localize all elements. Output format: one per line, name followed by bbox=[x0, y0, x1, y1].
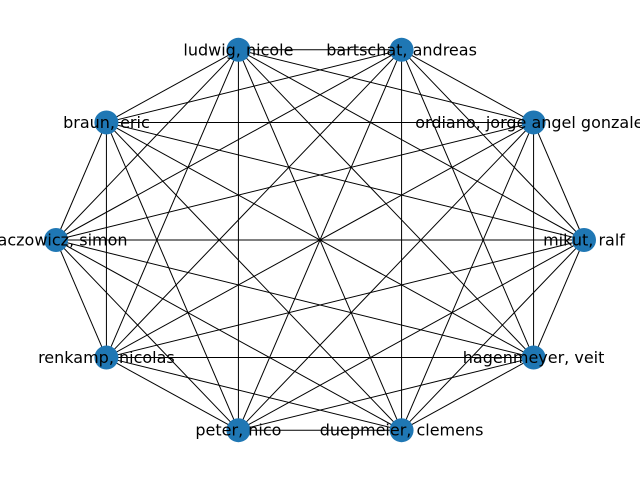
node-label-braun: braun, eric bbox=[63, 113, 150, 132]
node-peter bbox=[226, 418, 251, 443]
edge-hagenmeyer-peter bbox=[238, 357, 534, 431]
node-label-duepmeier: duepmeier, clemens bbox=[320, 421, 484, 440]
label-layer: ludwig, nicole bartschat, andreas ordiano,… bbox=[0, 40, 640, 439]
edge-ordiano-mikut bbox=[533, 122, 585, 241]
node-mikut bbox=[572, 228, 596, 252]
node-label-renkamp: renkamp, nicolas bbox=[38, 348, 175, 367]
node-label-ludwig: ludwig, nicole bbox=[183, 40, 293, 59]
edge-bartschat-braun bbox=[106, 49, 402, 123]
edge-bartschat-ordiano bbox=[401, 49, 534, 123]
edge-hagenmeyer-duepmeier bbox=[401, 357, 534, 431]
edge-ordiano-waczowicz bbox=[55, 121, 534, 241]
edge-ordiano-duepmeier bbox=[401, 122, 535, 431]
node-label-peter: peter, nico bbox=[195, 421, 281, 440]
node-layer bbox=[44, 37, 596, 443]
edge-waczowicz-braun bbox=[55, 122, 107, 241]
edge-mikut-renkamp bbox=[106, 239, 585, 359]
node-label-bartschat: bartschat, andreas bbox=[326, 40, 477, 59]
edge-bartschat-hagenmeyer bbox=[401, 49, 535, 358]
edge-layer bbox=[55, 49, 585, 431]
edge-mikut-hagenmeyer bbox=[533, 239, 585, 358]
edge-peter-braun bbox=[105, 122, 239, 431]
edge-mikut-braun bbox=[106, 121, 585, 241]
edge-hagenmeyer-braun bbox=[106, 122, 534, 358]
node-renkamp bbox=[94, 345, 119, 370]
edge-hagenmeyer-waczowicz bbox=[55, 239, 534, 359]
node-waczowicz bbox=[44, 228, 68, 252]
edge-renkamp-waczowicz bbox=[55, 239, 107, 358]
node-label-ordiano: ordiano, jorge angel gonzalez bbox=[415, 113, 640, 132]
node-label-hagenmeyer: hagenmeyer, veit bbox=[463, 348, 605, 367]
edge-ludwig-mikut bbox=[238, 49, 585, 241]
edge-peter-waczowicz bbox=[55, 239, 239, 431]
edge-ludwig-braun bbox=[106, 49, 239, 123]
node-label-mikut: mikut, ralf bbox=[543, 231, 625, 250]
node-hagenmeyer bbox=[521, 345, 546, 370]
edge-duepmeier-renkamp bbox=[106, 357, 402, 431]
edge-ludwig-renkamp bbox=[105, 49, 239, 358]
node-duepmeier bbox=[389, 418, 414, 443]
node-label-waczowicz: waczowicz, simon bbox=[0, 231, 128, 250]
node-braun bbox=[94, 110, 119, 135]
node-ludwig bbox=[226, 37, 251, 62]
edge-duepmeier-waczowicz bbox=[55, 239, 402, 431]
edge-peter-renkamp bbox=[106, 357, 239, 431]
edge-mikut-peter bbox=[238, 239, 585, 431]
edge-duepmeier-braun bbox=[106, 122, 402, 431]
node-bartschat bbox=[389, 37, 414, 62]
edge-bartschat-waczowicz bbox=[55, 49, 402, 241]
node-ordiano bbox=[521, 110, 546, 135]
